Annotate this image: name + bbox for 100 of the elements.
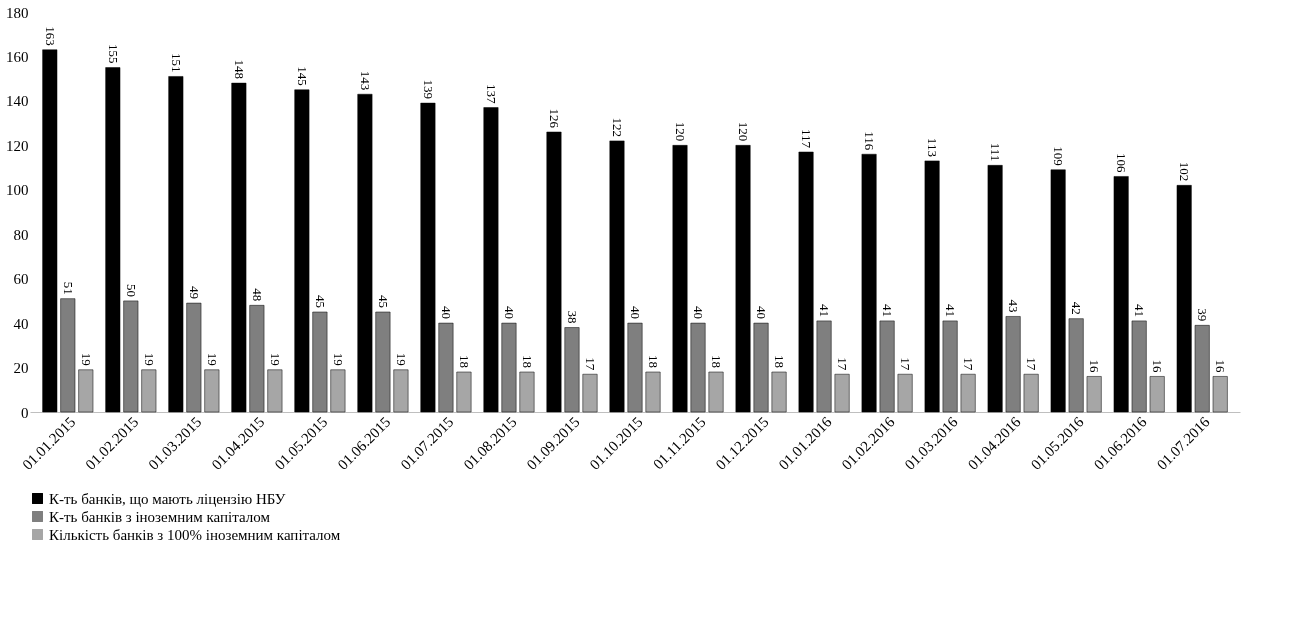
bar [879,320,895,413]
data-label: 16 [1150,359,1166,373]
bar [483,107,499,413]
bar [357,93,373,413]
data-label: 45 [312,295,328,308]
bar [420,102,436,413]
data-label: 41 [943,303,959,317]
y-tick-label: 140 [6,93,29,110]
bar [375,311,391,413]
bar [60,298,76,413]
bar [1212,376,1228,413]
data-label: 18 [646,355,662,368]
bar [834,373,850,413]
bar [627,322,643,413]
data-label: 16 [1213,359,1229,373]
bar [501,322,517,413]
data-label: 137 [483,84,499,105]
bar [1068,318,1084,413]
bar [1113,176,1129,413]
bar [735,145,751,413]
bar [438,322,454,413]
y-tick-label: 40 [13,315,29,332]
data-label: 18 [519,355,535,368]
legend-label: Кількість банків з 100% іноземним капіталом [49,526,341,543]
legend-label: К-ть банків, що мають ліцензію НБУ [49,490,286,507]
data-label: 113 [925,137,941,157]
data-label: 17 [835,357,851,371]
data-label: 40 [754,306,770,320]
data-label: 45 [375,295,391,308]
data-label: 19 [267,352,283,366]
bar [924,160,940,413]
data-label: 40 [628,306,643,320]
bar [312,311,328,413]
y-tick-label: 80 [13,226,29,243]
bar [42,49,58,413]
bar [1086,376,1102,413]
bar [519,371,535,413]
bar [330,369,346,413]
bar [861,153,877,413]
bar [393,369,409,413]
y-tick-label: 100 [6,182,29,199]
data-label: 126 [546,108,562,129]
bar [987,165,1003,413]
bar [1176,185,1192,413]
data-label: 40 [691,306,707,320]
bar [645,371,661,413]
bar [78,369,94,413]
bar [816,320,832,413]
data-label: 38 [564,310,580,324]
data-label: 41 [817,303,833,317]
bar [771,371,787,413]
data-label: 40 [438,306,454,320]
data-label: 120 [673,121,689,142]
data-label: 102 [1177,161,1193,182]
data-label: 19 [78,352,94,366]
bar [897,373,913,413]
bar [1023,373,1039,413]
data-label: 49 [186,286,202,300]
data-label: 41 [1132,303,1148,317]
data-label: 39 [1195,308,1211,322]
legend-label: К-ть банків з іноземним капіталом [49,508,271,525]
bar [105,67,121,413]
bar [249,305,265,413]
data-label: 151 [168,52,184,73]
bar [546,131,562,413]
bar [168,76,184,413]
bar [798,151,814,413]
data-label: 51 [60,281,76,295]
bar [753,322,769,413]
bar [942,320,958,413]
data-label: 19 [393,352,409,366]
data-label: 116 [862,131,878,151]
data-label: 17 [898,357,914,371]
bar [1149,376,1165,413]
data-label: 145 [294,66,310,86]
data-label: 43 [1006,299,1022,313]
data-label: 117 [799,128,815,149]
data-label: 17 [1024,357,1040,371]
data-label: 19 [330,352,346,366]
bar [582,373,598,413]
bar [141,369,157,413]
data-label: 109 [1051,146,1067,166]
data-label: 16 [1087,359,1103,373]
data-label: 50 [123,283,139,297]
bar [1131,320,1147,413]
data-label: 155 [105,44,121,64]
bar [609,140,625,413]
data-label: 17 [582,357,598,371]
y-tick-label: 20 [13,360,29,377]
data-label: 17 [961,357,977,371]
bar [672,145,688,413]
bar [186,302,202,413]
bar [1194,325,1210,413]
bar [690,322,706,413]
bar [708,371,724,413]
data-label: 19 [204,352,220,366]
y-tick-label: 160 [6,48,29,65]
data-label: 41 [880,303,896,317]
bar [1050,169,1066,413]
data-label: 139 [420,79,436,100]
